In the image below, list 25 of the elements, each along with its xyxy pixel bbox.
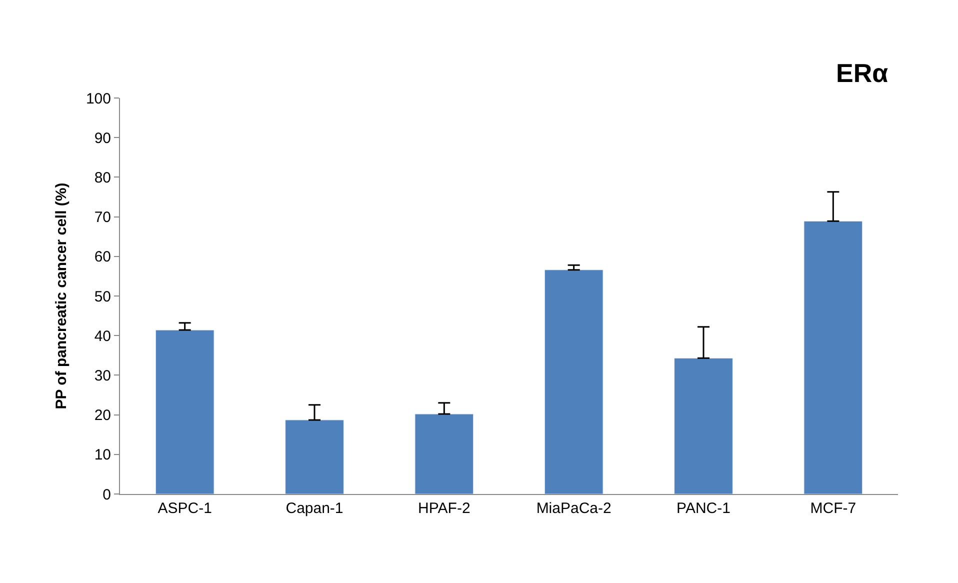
- y-tick-label: 90: [94, 130, 111, 147]
- y-tick-label: 70: [94, 209, 111, 226]
- y-tick-label: 40: [94, 328, 111, 345]
- bar: [414, 414, 474, 494]
- x-tick-label: MiaPaCa-2: [536, 500, 612, 517]
- bar: [804, 220, 863, 494]
- y-tick-label: 10: [94, 446, 111, 464]
- x-tick-label: HPAF-2: [418, 500, 470, 517]
- y-tick-label: 80: [94, 169, 111, 186]
- x-tick-label: Capan-1: [286, 500, 344, 517]
- y-axis-title: PP of pancreatic cancer cell (%): [53, 182, 70, 410]
- y-tick-label: 0: [102, 486, 111, 504]
- x-tick-label: PANC-1: [676, 500, 730, 517]
- bar: [674, 358, 733, 494]
- y-tick-label: 100: [86, 90, 111, 108]
- bar: [285, 420, 344, 494]
- y-tick-label: 50: [94, 288, 111, 306]
- bar: [155, 330, 214, 494]
- chart-title: ERα: [836, 58, 888, 88]
- x-tick-label: ASPC-1: [158, 500, 212, 517]
- y-tick-label: 30: [94, 367, 111, 384]
- bar: [544, 270, 604, 494]
- y-tick-label: 60: [94, 248, 111, 266]
- x-tick-label: MCF-7: [810, 500, 856, 517]
- y-tick-label: 20: [94, 407, 111, 424]
